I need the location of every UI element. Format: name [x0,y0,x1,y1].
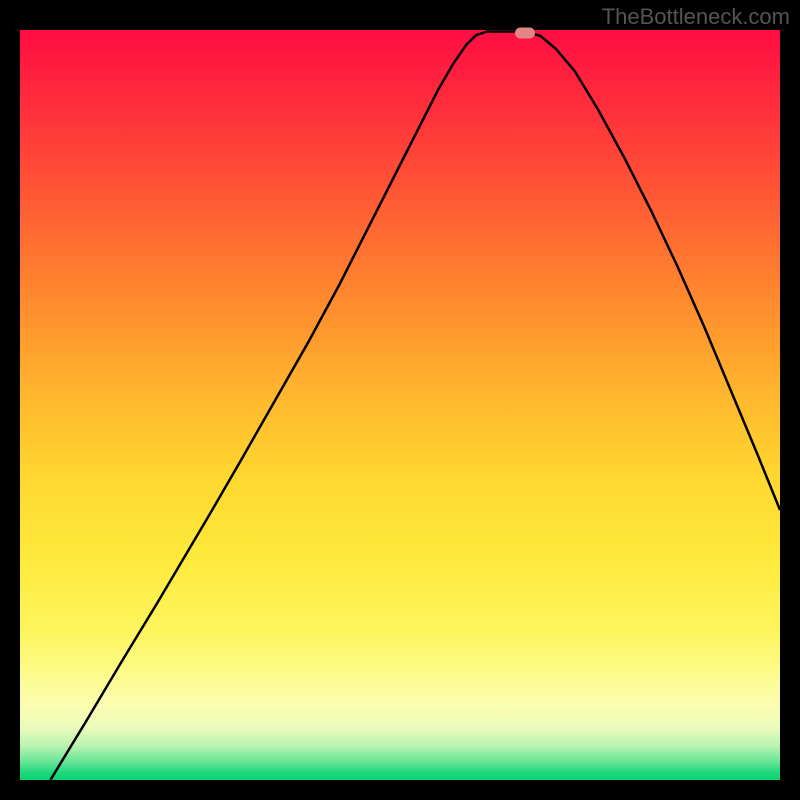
plot-area [20,30,780,780]
bottleneck-curve [20,30,780,780]
watermark-text: TheBottleneck.com [602,4,790,30]
optimal-marker [515,28,535,39]
